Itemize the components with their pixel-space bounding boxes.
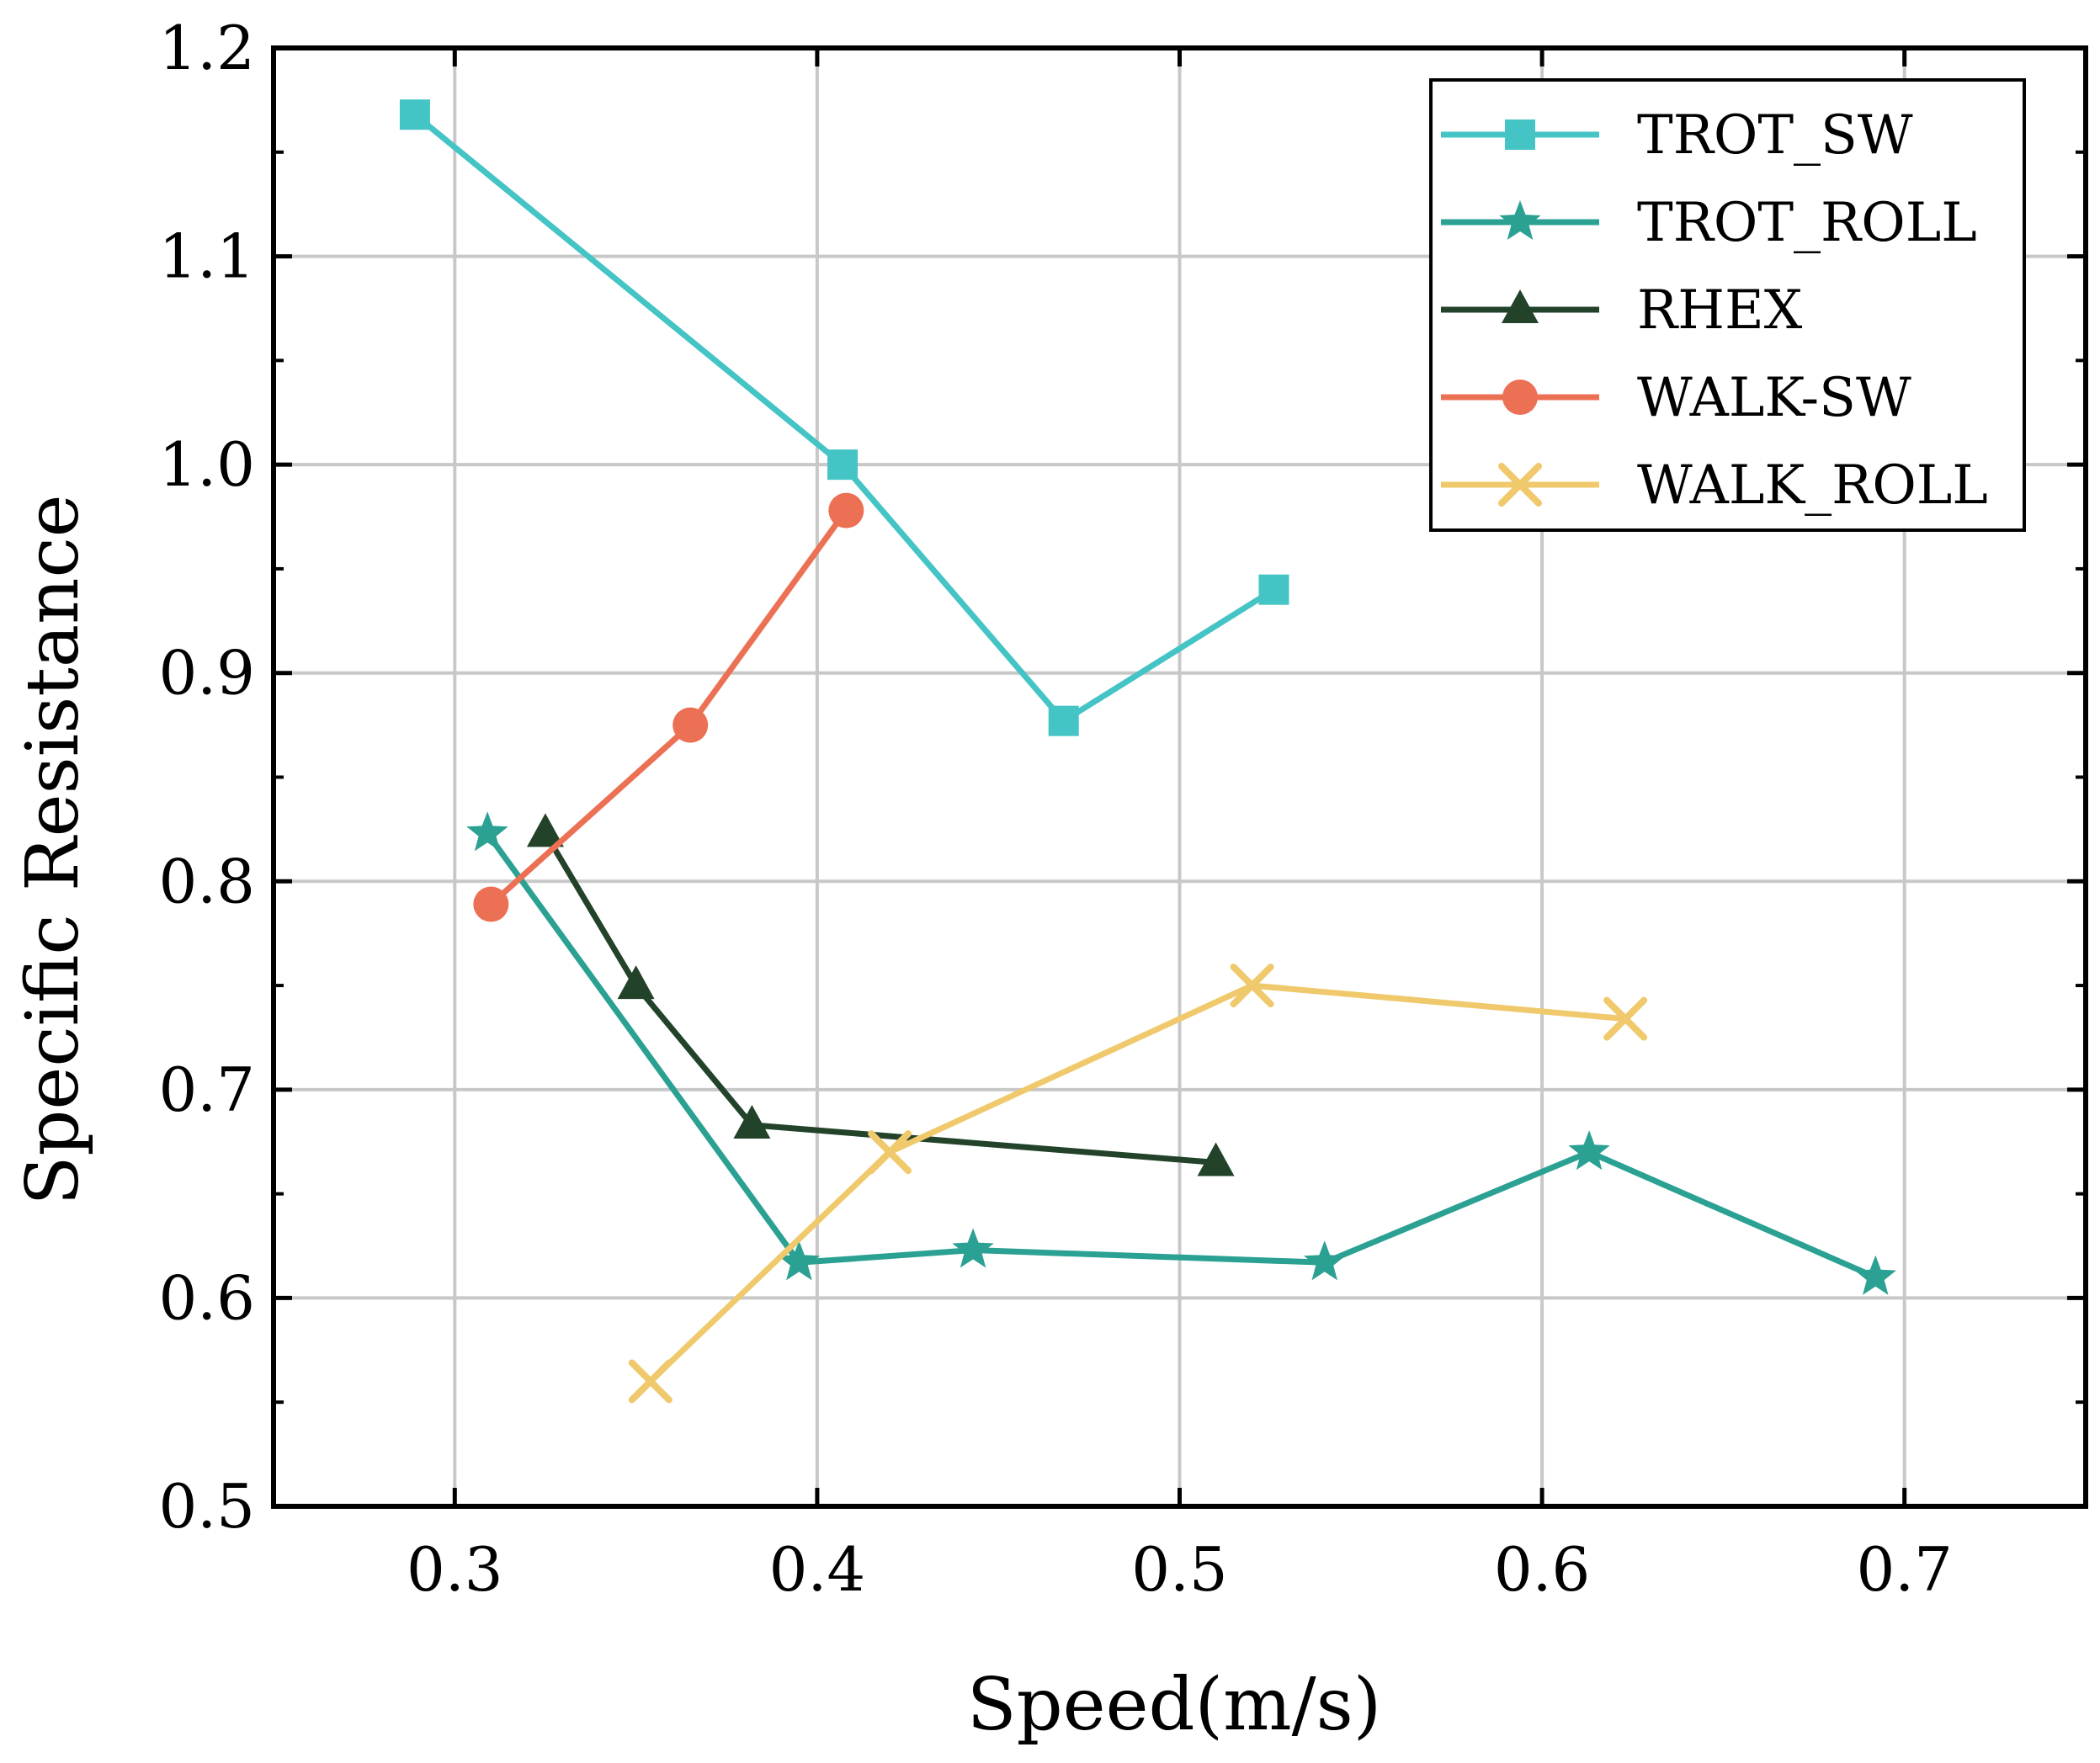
x-marker-stroke	[628, 1359, 673, 1404]
data-point-walk-roll	[868, 1130, 912, 1175]
data-point-rhex	[1197, 1142, 1235, 1176]
data-point-walk-sw	[673, 707, 709, 743]
y-tick-label: 0.7	[158, 1054, 255, 1125]
y-tick-label: 1.0	[158, 429, 255, 500]
data-point-trot-sw	[1048, 705, 1079, 736]
data-point-rhex	[617, 965, 655, 1000]
legend-marker	[1498, 463, 1542, 507]
data-point-walk-roll	[1230, 964, 1274, 1008]
y-tick-label: 1.2	[158, 13, 255, 83]
x-tick-labels: 0.3 0.4 0.5 0.6 0.7	[407, 1534, 1953, 1605]
x-marker-stroke	[1498, 463, 1542, 507]
series-walk-roll	[628, 964, 1648, 1404]
series-trot-roll	[466, 811, 1896, 1295]
series-line-trot-roll	[485, 831, 1877, 1280]
legend-marker	[1502, 380, 1538, 415]
legend-item-rhex: RHEX	[1441, 279, 1803, 342]
legend-item-trot-sw: TROT_SW	[1441, 104, 1913, 167]
x-tick-label: 0.5	[1131, 1534, 1228, 1605]
series-line-trot-sw	[412, 112, 1276, 725]
y-tick-labels: 0.5 0.6 0.7 0.8 0.9 1.0 1.1 1.2	[158, 13, 255, 1542]
data-point-walk-sw	[828, 492, 864, 528]
y-tick-label: 0.8	[158, 846, 255, 916]
legend-marker	[1499, 200, 1541, 240]
data-point-trot-roll	[1568, 1130, 1610, 1171]
legend-item-trot-roll: TROT_ROLL	[1441, 192, 1977, 254]
legend-label: TROT_ROLL	[1637, 192, 1977, 254]
data-point-trot-roll	[1854, 1255, 1896, 1295]
data-point-trot-sw	[827, 449, 859, 481]
x-marker-stroke	[1230, 964, 1274, 1008]
legend: TROT_SW TROT_ROLL RHEX WALK-SW WALK_ROLL	[1429, 78, 2026, 532]
y-tick-label: 0.6	[158, 1262, 255, 1333]
x-tick-label: 0.6	[1494, 1534, 1591, 1605]
data-point-trot-roll	[1304, 1240, 1346, 1281]
data-point-rhex	[733, 1104, 771, 1139]
legend-box	[1429, 78, 2026, 532]
legend-item-walk-sw: WALK-SW	[1441, 367, 1911, 429]
series-line-walk-roll	[648, 982, 1626, 1384]
series-rhex	[526, 813, 1235, 1176]
legend-marker	[1505, 119, 1535, 150]
x-tick-label: 0.3	[407, 1534, 503, 1605]
data-point-trot-roll	[952, 1228, 994, 1268]
data-point-trot-sw	[1258, 574, 1289, 605]
legend-label: TROT_SW	[1637, 104, 1913, 167]
y-axis-title: Specific Resistance	[11, 494, 95, 1205]
legend-label: RHEX	[1637, 279, 1803, 342]
x-tick-label: 0.7	[1856, 1534, 1953, 1605]
legend-label: WALK_ROLL	[1637, 454, 1988, 517]
y-tick-label: 0.5	[158, 1471, 255, 1542]
series-line-rhex	[542, 831, 1216, 1166]
plot-frame	[271, 45, 2088, 1509]
x-marker-stroke	[1603, 996, 1648, 1041]
data-point-walk-roll	[628, 1359, 673, 1404]
data-point-trot-roll	[778, 1240, 821, 1281]
data-point-walk-roll	[1603, 996, 1648, 1041]
data-point-walk-sw	[473, 886, 509, 922]
legend-marker	[1502, 289, 1539, 323]
series-walk-sw	[473, 492, 864, 922]
data-point-rhex	[526, 813, 564, 847]
x-axis-title: Speed(m/s)	[967, 1663, 1382, 1747]
data-point-trot-roll	[466, 811, 508, 852]
legend-label: WALK-SW	[1637, 367, 1911, 429]
legend-item-walk-roll: WALK_ROLL	[1441, 454, 1988, 517]
series-trot-sw	[399, 99, 1289, 736]
y-tick-label: 1.1	[158, 221, 255, 292]
x-marker-stroke	[868, 1130, 912, 1175]
y-tick-label: 0.9	[158, 638, 255, 709]
series-lines	[399, 99, 1896, 1404]
x-tick-label: 0.4	[769, 1534, 866, 1605]
data-point-trot-sw	[399, 99, 430, 130]
